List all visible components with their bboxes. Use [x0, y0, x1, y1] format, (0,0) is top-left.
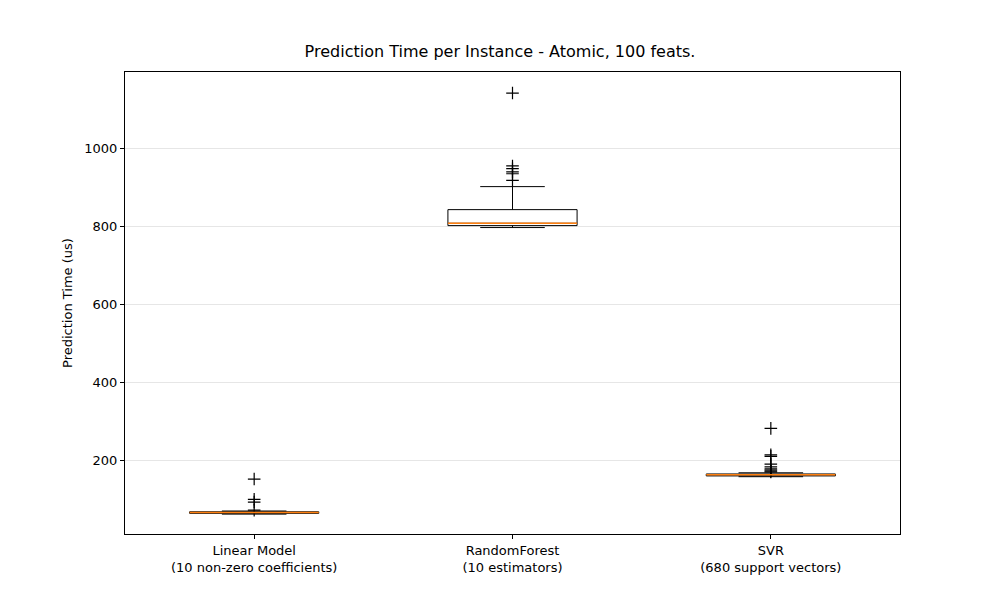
- svg-text:Prediction Time per Instance -: Prediction Time per Instance - Atomic, 1…: [305, 42, 696, 61]
- svg-text:SVR(680 support vectors): SVR(680 support vectors): [700, 543, 841, 575]
- svg-text:600: 600: [93, 297, 118, 312]
- svg-text:Linear Model(10 non-zero coeff: Linear Model(10 non-zero coefficients): [171, 543, 337, 575]
- svg-text:Prediction Time (us): Prediction Time (us): [60, 238, 75, 368]
- svg-text:800: 800: [93, 219, 118, 234]
- svg-text:RandomForest(10 estimators): RandomForest(10 estimators): [462, 543, 562, 575]
- svg-text:400: 400: [93, 375, 118, 390]
- svg-text:1000: 1000: [84, 141, 117, 156]
- svg-text:200: 200: [93, 453, 118, 468]
